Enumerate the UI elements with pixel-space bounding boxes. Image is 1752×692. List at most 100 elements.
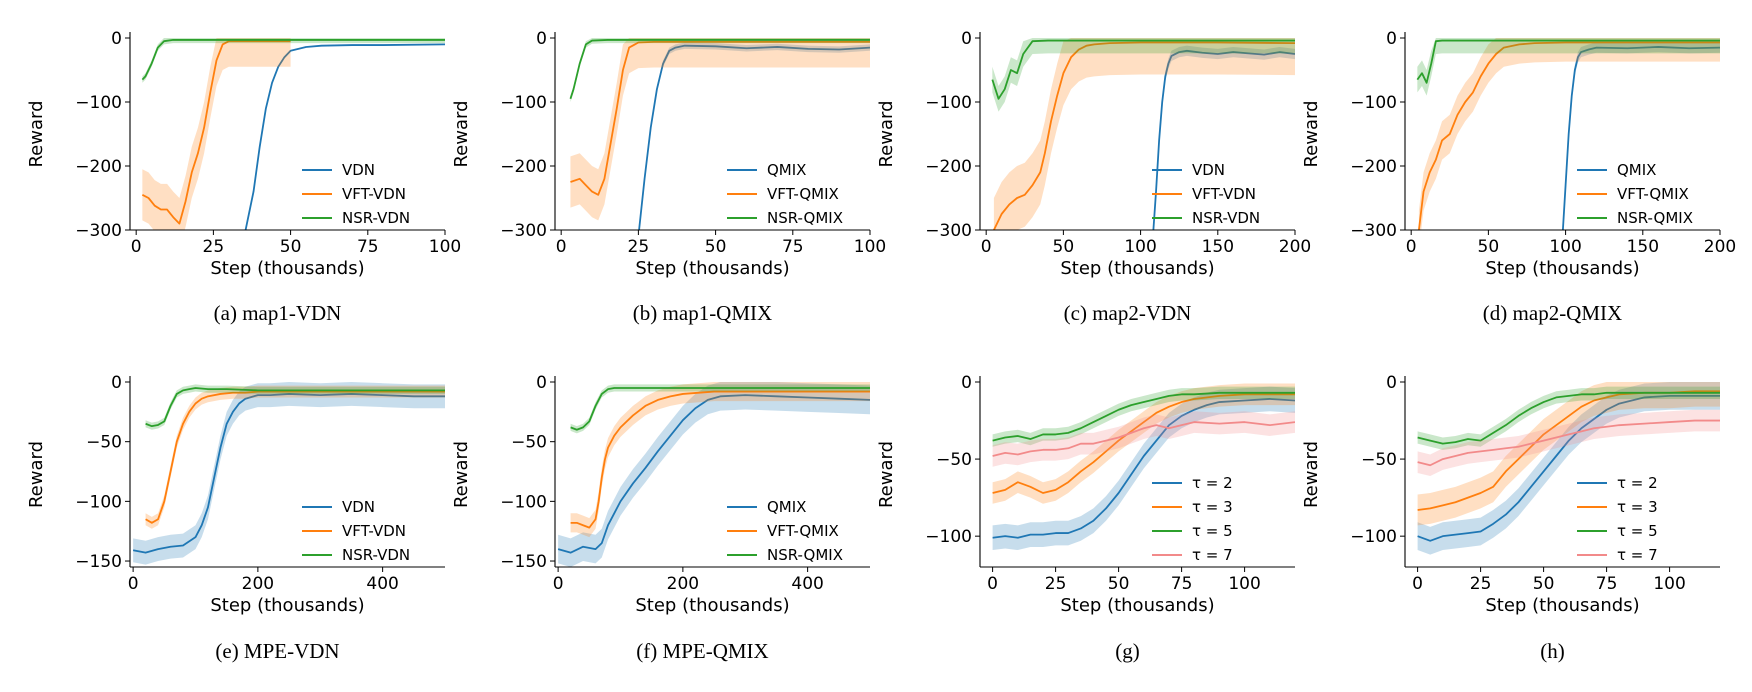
- series-band-2: [993, 38, 1295, 230]
- series-band-4: [992, 411, 1295, 467]
- x-tick-label: 400: [366, 574, 398, 594]
- series-line-1: [244, 43, 445, 230]
- x-axis-label: Step (thousands): [1485, 258, 1639, 279]
- x-tick-label: 25: [1045, 574, 1067, 594]
- subplot-4: 0 −100 −200 −300 0 50 100 150 200 Step (thousands…: [1301, 29, 1736, 325]
- x-tick-label: 400: [791, 574, 823, 594]
- series-band-1: [1153, 45, 1295, 230]
- subplot-caption: (c) map2-VDN: [1064, 301, 1192, 325]
- legend: QMIX VFT-QMIX NSR-QMIX: [727, 161, 843, 227]
- x-tick-label: 0: [556, 237, 567, 257]
- y-tick-label: 0: [1386, 373, 1397, 393]
- y-axis-label: Reward: [451, 441, 472, 508]
- legend: VDN VFT-VDN NSR-VDN: [302, 161, 410, 227]
- x-tick-label: 200: [667, 574, 699, 594]
- x-tick-label: 200: [1279, 237, 1311, 257]
- y-tick-label: 0: [536, 29, 547, 49]
- y-tick-label: −50: [936, 450, 972, 470]
- subplot-8: 0 −50 −100 0 25 50 75 100 Step (thousands) Reward…: [1301, 373, 1720, 663]
- series-band-3: [570, 384, 870, 434]
- x-tick-label: 75: [357, 237, 379, 257]
- series-line-3: [141, 39, 445, 81]
- y-tick-label: −100: [925, 527, 972, 547]
- legend-label-2: VFT-VDN: [342, 185, 406, 203]
- y-axis-label: Reward: [26, 441, 47, 508]
- series-band-1: [1562, 41, 1720, 230]
- plot-area: [569, 38, 870, 230]
- legend-label-3: NSR-VDN: [342, 209, 410, 227]
- series-band-1: [1417, 382, 1720, 555]
- series-line-3: [570, 387, 870, 431]
- plot-area: [1417, 382, 1720, 555]
- y-tick-label: −100: [75, 492, 122, 512]
- y-tick-label: 0: [961, 29, 972, 49]
- subplot-caption: (a) map1-VDN: [214, 301, 342, 325]
- x-tick-label: 50: [1108, 574, 1130, 594]
- x-tick-label: 50: [1053, 237, 1075, 257]
- x-tick-label: 0: [981, 237, 992, 257]
- series-line-2: [993, 41, 1295, 230]
- y-tick-label: −100: [75, 93, 122, 113]
- legend-label-3: NSR-QMIX: [767, 546, 843, 564]
- series-line-1: [638, 44, 870, 230]
- legend-label-4: τ = 7: [1192, 546, 1233, 564]
- legend-label-1: QMIX: [1617, 161, 1656, 179]
- series-line-1: [1152, 49, 1295, 230]
- x-axis-label: Step (thousands): [210, 595, 364, 616]
- x-tick-label: 0: [553, 574, 564, 594]
- series-band-3: [142, 38, 445, 83]
- y-tick-label: −100: [500, 492, 547, 512]
- legend-label-3: NSR-VDN: [1192, 209, 1260, 227]
- legend-label-2: VFT-QMIX: [767, 185, 839, 203]
- legend-label-3: τ = 5: [1617, 522, 1658, 540]
- plot-area: [141, 38, 445, 230]
- x-tick-label: 100: [1653, 574, 1685, 594]
- x-tick-label: 0: [1412, 574, 1423, 594]
- legend: τ = 2 τ = 3 τ = 5 τ = 7: [1577, 474, 1658, 564]
- y-tick-label: 0: [1386, 29, 1397, 49]
- subplot-caption: (e) MPE-VDN: [215, 639, 339, 663]
- x-tick-label: 25: [628, 237, 650, 257]
- y-tick-label: 0: [961, 373, 972, 393]
- legend-label-1: QMIX: [767, 161, 806, 179]
- y-tick-label: 0: [536, 373, 547, 393]
- x-tick-label: 100: [854, 237, 886, 257]
- legend-label-1: τ = 2: [1617, 474, 1658, 492]
- subplot-caption: (h): [1540, 639, 1565, 663]
- plot-area: [557, 382, 870, 567]
- legend-label-4: τ = 7: [1617, 546, 1658, 564]
- x-tick-label: 0: [131, 237, 142, 257]
- series-line-2: [992, 393, 1295, 494]
- y-tick-label: −50: [511, 433, 547, 453]
- subplot-1: 0 −100 −200 −300 0 25 50 75 100 Step (thousands) R…: [26, 29, 461, 325]
- y-tick-label: −50: [86, 433, 122, 453]
- subplot-7: 0 −50 −100 0 25 50 75 100 Step (thousands) Reward…: [876, 373, 1295, 663]
- x-tick-label: 150: [1202, 237, 1234, 257]
- x-tick-label: 50: [1478, 237, 1500, 257]
- x-axis-label: Step (thousands): [1485, 595, 1639, 616]
- series-line-1: [132, 393, 445, 554]
- series-band-2: [992, 383, 1295, 504]
- series-band-1: [133, 382, 445, 565]
- x-tick-label: 200: [1704, 237, 1736, 257]
- series-line-3: [569, 39, 870, 100]
- y-axis-label: Reward: [26, 100, 47, 167]
- y-tick-label: −300: [925, 221, 972, 241]
- y-tick-label: 0: [111, 29, 122, 49]
- y-tick-label: −100: [500, 93, 547, 113]
- y-tick-label: −200: [1350, 157, 1397, 177]
- legend: QMIX VFT-QMIX NSR-QMIX: [727, 498, 843, 564]
- x-tick-label: 75: [1171, 574, 1193, 594]
- series-line-1: [1561, 46, 1720, 230]
- legend-label-3: NSR-QMIX: [1617, 209, 1693, 227]
- series-line-2: [1418, 41, 1720, 230]
- x-tick-label: 75: [782, 237, 804, 257]
- y-tick-label: −100: [925, 93, 972, 113]
- series-line-2: [145, 390, 445, 524]
- series-line-4: [1417, 419, 1720, 467]
- series-band-3: [992, 386, 1295, 447]
- legend-label-3: NSR-QMIX: [767, 209, 843, 227]
- x-tick-label: 25: [203, 237, 225, 257]
- x-tick-label: 200: [242, 574, 274, 594]
- legend-label-2: τ = 3: [1192, 498, 1233, 516]
